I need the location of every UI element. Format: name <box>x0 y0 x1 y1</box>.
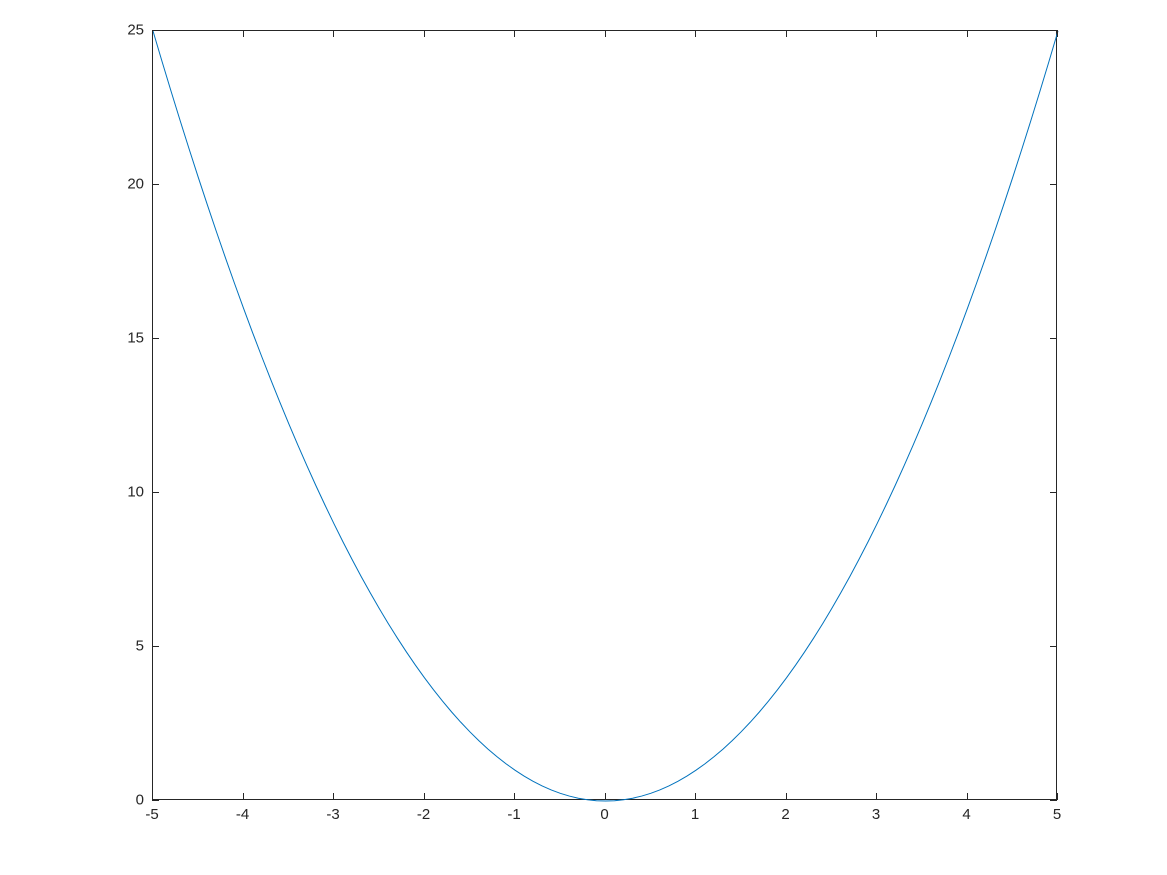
xtick-mark-top <box>152 30 153 37</box>
xtick-mark-top <box>333 30 334 37</box>
xtick-mark-bottom <box>967 793 968 800</box>
ytick-mark-right <box>1050 30 1057 31</box>
ytick-label: 25 <box>127 22 144 39</box>
xtick-label: 2 <box>781 806 789 823</box>
xtick-label: 5 <box>1053 806 1061 823</box>
ytick-mark-left <box>152 800 159 801</box>
xtick-mark-top <box>876 30 877 37</box>
xtick-mark-top <box>514 30 515 37</box>
xtick-label: 4 <box>962 806 970 823</box>
xtick-mark-bottom <box>786 793 787 800</box>
ytick-label: 5 <box>136 638 144 655</box>
ytick-mark-left <box>152 30 159 31</box>
ytick-mark-right <box>1050 338 1057 339</box>
ytick-mark-left <box>152 646 159 647</box>
xtick-mark-top <box>967 30 968 37</box>
xtick-mark-top <box>695 30 696 37</box>
xtick-mark-bottom <box>152 793 153 800</box>
plot-area <box>152 30 1057 800</box>
ytick-label: 0 <box>136 792 144 809</box>
xtick-mark-bottom <box>695 793 696 800</box>
ytick-mark-right <box>1050 800 1057 801</box>
ytick-label: 20 <box>127 176 144 193</box>
xtick-mark-bottom <box>605 793 606 800</box>
ytick-mark-right <box>1050 492 1057 493</box>
series-line <box>153 31 1058 801</box>
xtick-label: 1 <box>691 806 699 823</box>
ytick-label: 15 <box>127 330 144 347</box>
xtick-label: -5 <box>145 806 158 823</box>
xtick-mark-top <box>605 30 606 37</box>
xtick-label: 3 <box>872 806 880 823</box>
ytick-mark-right <box>1050 646 1057 647</box>
xtick-label: -1 <box>507 806 520 823</box>
xtick-mark-bottom <box>876 793 877 800</box>
xtick-label: -2 <box>417 806 430 823</box>
xtick-mark-top <box>243 30 244 37</box>
ytick-mark-left <box>152 184 159 185</box>
ytick-mark-left <box>152 492 159 493</box>
ytick-mark-left <box>152 338 159 339</box>
xtick-label: 0 <box>600 806 608 823</box>
xtick-mark-bottom <box>514 793 515 800</box>
xtick-mark-bottom <box>424 793 425 800</box>
xtick-mark-top <box>1057 30 1058 37</box>
curve-svg <box>153 31 1058 801</box>
xtick-mark-top <box>786 30 787 37</box>
ytick-label: 10 <box>127 484 144 501</box>
ytick-mark-right <box>1050 184 1057 185</box>
xtick-mark-bottom <box>1057 793 1058 800</box>
xtick-mark-top <box>424 30 425 37</box>
xtick-label: -3 <box>326 806 339 823</box>
xtick-label: -4 <box>236 806 249 823</box>
xtick-mark-bottom <box>333 793 334 800</box>
xtick-mark-bottom <box>243 793 244 800</box>
